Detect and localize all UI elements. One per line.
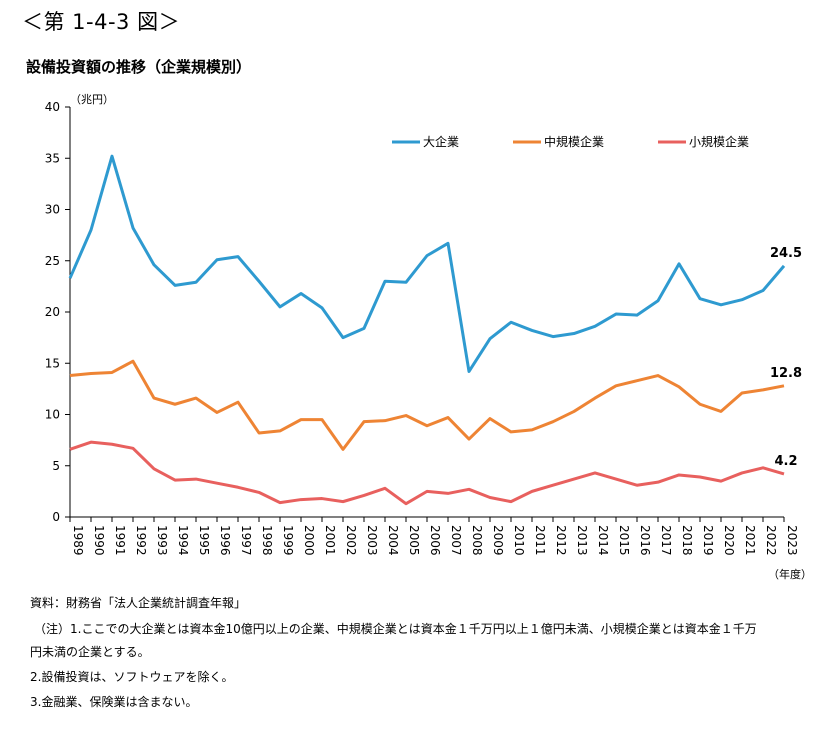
y-tick-label: 20 [45, 305, 60, 319]
y-tick-label: 0 [52, 510, 60, 524]
x-tick-label: 1999 [281, 525, 295, 556]
x-tick-label: 2007 [449, 525, 463, 556]
x-tick-label: 2002 [344, 525, 358, 556]
note-2: 2.設備投資は、ソフトウェアを除く。 [30, 670, 234, 684]
y-tick-label: 40 [45, 100, 60, 114]
x-tick-label: 2020 [722, 525, 736, 556]
x-tick-label: 2021 [743, 525, 757, 556]
x-tick-label: 2016 [638, 525, 652, 556]
source-note: 資料：財務省「法人企業統計調査年報」 [30, 596, 247, 610]
x-tick-label: 2006 [428, 525, 442, 556]
y-axis: 0 5 10 15 20 25 30 35 40 [45, 100, 71, 524]
x-axis-unit-label: （年度） [768, 567, 812, 581]
x-tick-label: 1990 [92, 525, 106, 556]
x-tick-label: 1992 [134, 525, 148, 556]
x-tick-label: 2018 [680, 525, 694, 556]
x-tick-label: 2001 [323, 525, 337, 556]
chart-title: 設備投資額の推移（企業規模別） [26, 58, 252, 76]
series-lines: 24.5 12.8 4.2 [68, 154, 802, 506]
legend-label-1: 中規模企業 [544, 134, 604, 149]
x-tick-label: 1993 [155, 525, 169, 556]
x-tick-label: 2008 [470, 525, 484, 556]
y-tick-label: 35 [45, 151, 60, 165]
x-tick-label: 2014 [596, 525, 610, 556]
note-3: 3.金融業、保険業は含まない。 [30, 695, 198, 709]
y-tick-label: 30 [45, 203, 60, 217]
y-tick-label: 25 [45, 254, 60, 268]
x-tick-label: 2004 [386, 525, 400, 556]
x-tick-label: 1994 [176, 525, 190, 556]
x-tick-label: 2023 [785, 525, 799, 556]
note-1: （注）1.ここでの大企業とは資本金10億円以上の企業、中規模企業とは資本金１千万… [34, 622, 757, 636]
x-tick-label: 1996 [218, 525, 232, 556]
series-line-0 [68, 154, 786, 373]
x-tick-label: 2009 [491, 525, 505, 556]
x-tick-label: 2017 [659, 525, 673, 556]
legend-label-2: 小規模企業 [689, 134, 749, 149]
x-tick-label: 2011 [533, 525, 547, 556]
x-axis: 1989 1990 1991 1992 1993 1994 1995 1996 1997 1998… [69, 516, 799, 556]
x-tick-label: 2000 [302, 525, 316, 556]
y-tick-label: 15 [45, 356, 60, 370]
series-line-1 [69, 359, 785, 451]
x-tick-label: 1995 [197, 525, 211, 556]
y-tick-label: 5 [52, 459, 60, 473]
y-axis-unit-label: （兆円） [70, 93, 114, 106]
x-tick-label: 2003 [365, 525, 379, 556]
series-line-2 [69, 440, 785, 506]
x-tick-label: 2015 [617, 525, 631, 556]
end-value-label-2: 4.2 [774, 454, 797, 469]
legend-label-0: 大企業 [423, 134, 459, 149]
x-tick-label: 2012 [554, 525, 568, 556]
x-tick-label: 2019 [701, 525, 715, 556]
x-tick-label: 2005 [407, 525, 421, 556]
end-value-label-1: 12.8 [770, 366, 802, 381]
end-value-label-0: 24.5 [770, 246, 802, 261]
note-1-continued: 円未満の企業とする。 [30, 645, 150, 659]
x-tick-label: 2010 [512, 525, 526, 556]
x-tick-label: 1991 [113, 525, 127, 556]
x-tick-label: 1998 [260, 525, 274, 556]
x-tick-label: 2022 [764, 525, 778, 556]
legend: 大企業 中規模企業 小規模企業 [392, 134, 749, 149]
y-tick-label: 10 [45, 408, 60, 422]
figure-label: ＜第 1-4-3 図＞ [22, 10, 181, 34]
x-tick-label: 2013 [575, 525, 589, 556]
line-chart: 0 5 10 15 20 25 30 35 40 1989 1990 1991 1992 1993 199… [45, 93, 812, 581]
x-tick-label: 1989 [71, 525, 85, 556]
x-tick-label: 1997 [239, 525, 253, 556]
